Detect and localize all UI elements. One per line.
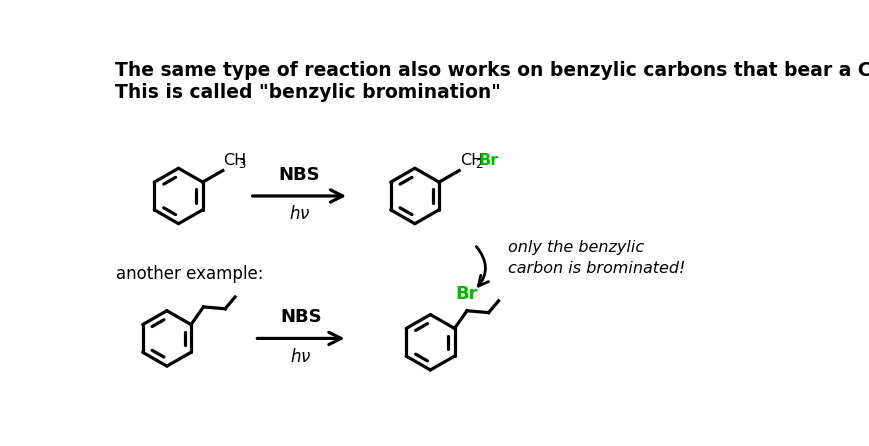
Text: The same type of reaction also works on benzylic carbons that bear a C–H bond: The same type of reaction also works on … (115, 61, 869, 80)
Text: CH: CH (223, 153, 247, 168)
Text: $h\nu$: $h\nu$ (290, 348, 311, 366)
Text: NBS: NBS (278, 165, 320, 184)
Text: This is called "benzylic bromination": This is called "benzylic bromination" (115, 83, 501, 102)
Text: another example:: another example: (116, 265, 263, 283)
Text: CH: CH (460, 153, 482, 168)
Text: Br: Br (478, 153, 498, 168)
Text: $h\nu$: $h\nu$ (289, 205, 309, 223)
Text: 3: 3 (238, 158, 245, 171)
Text: only the benzylic
carbon is brominated!: only the benzylic carbon is brominated! (507, 240, 685, 276)
Text: Br: Br (455, 285, 478, 303)
Text: NBS: NBS (280, 308, 322, 326)
Text: 2: 2 (474, 158, 481, 171)
